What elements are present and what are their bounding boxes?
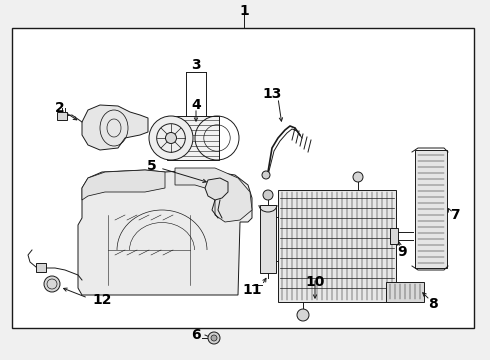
Text: 9: 9 — [397, 245, 407, 259]
Text: 12: 12 — [92, 293, 112, 307]
Text: 7: 7 — [450, 208, 460, 222]
Text: 1: 1 — [239, 4, 249, 18]
Text: 11: 11 — [242, 283, 262, 297]
Bar — [167, 116, 219, 160]
Circle shape — [149, 116, 193, 160]
Text: 4: 4 — [191, 98, 201, 112]
Circle shape — [263, 190, 273, 200]
Text: 2: 2 — [55, 101, 65, 115]
Circle shape — [262, 171, 270, 179]
Circle shape — [44, 276, 60, 292]
Polygon shape — [82, 105, 148, 150]
Text: 8: 8 — [428, 297, 438, 311]
Bar — [12, 28, 474, 328]
Text: 5: 5 — [147, 159, 157, 173]
Text: 6: 6 — [191, 328, 201, 342]
Circle shape — [208, 332, 220, 344]
Bar — [278, 190, 396, 302]
Bar — [260, 205, 276, 273]
Polygon shape — [78, 170, 252, 295]
Polygon shape — [82, 170, 165, 200]
Polygon shape — [205, 178, 228, 200]
Bar — [415, 150, 447, 268]
Circle shape — [353, 172, 363, 182]
Bar — [36, 263, 46, 272]
Circle shape — [211, 335, 217, 341]
Text: 10: 10 — [305, 275, 325, 289]
Polygon shape — [175, 168, 252, 222]
Text: 13: 13 — [262, 87, 282, 101]
Bar — [390, 228, 398, 244]
Bar — [57, 112, 67, 120]
Bar — [386, 282, 424, 302]
Circle shape — [166, 132, 176, 144]
Circle shape — [297, 309, 309, 321]
Text: 3: 3 — [191, 58, 201, 72]
